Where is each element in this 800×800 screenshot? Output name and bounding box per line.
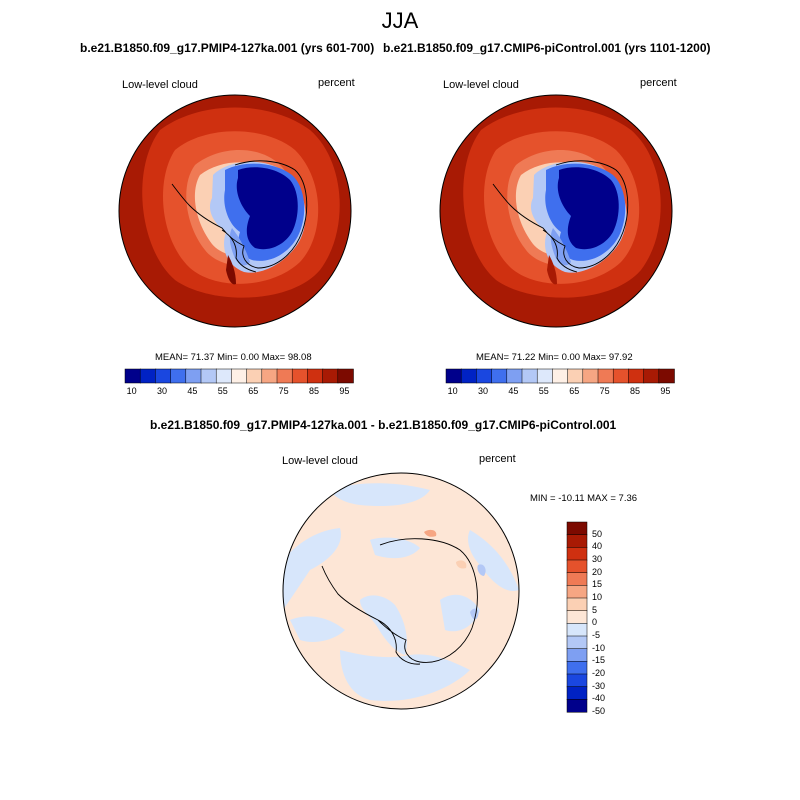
panel1-colorbar: [124, 368, 354, 384]
difference-colorbar-tick-label: -50: [592, 706, 606, 716]
difference-min-value: -10.11: [558, 493, 585, 504]
panel1-colorbar-tick-label: 10: [126, 386, 137, 396]
panel2-colorbar-tick-label: 10: [447, 386, 458, 396]
difference-variable-label: Low-level cloud: [282, 455, 358, 467]
panel2-map-fill: [440, 95, 672, 327]
difference-colorbar-tick-label: -15: [592, 655, 606, 666]
panel2-colorbar-tick-label: 85: [630, 386, 641, 396]
panel1-colorbar-box: [337, 368, 354, 384]
panel1-variable-label: Low-level cloud: [122, 79, 198, 91]
difference-stats: MIN = -10.11 MAX = 7.36: [530, 493, 637, 504]
difference-units-label: percent: [479, 453, 516, 465]
difference-colorbar-tick-label: 0: [592, 617, 598, 628]
panel2-colorbar: [445, 368, 675, 384]
difference-colorbar-box: [566, 648, 588, 662]
panel1-stats: MEAN= 71.37 Min= 0.00 Max= 98.08: [155, 352, 312, 363]
difference-colorbar-tick-label: 30: [592, 554, 603, 564]
difference-colorbar-tick-label: 40: [592, 541, 603, 552]
panel1-colorbar-tick-label: 45: [187, 386, 198, 396]
panel2-title: b.e21.B1850.f09_g17.CMIP6-piControl.001 …: [383, 41, 711, 55]
season-title: JJA: [381, 8, 419, 33]
panel2-units-label: percent: [640, 77, 677, 89]
panel1-min-label: Min=: [217, 352, 238, 363]
panel2-mean-value: 71.22: [511, 352, 536, 363]
panel2-colorbar-tick-label: 45: [508, 386, 519, 396]
difference-colorbar-tick-label: 15: [592, 579, 603, 590]
panel1-colorbar-tick-label: 75: [278, 386, 289, 396]
panel1-coastline: [171, 160, 308, 273]
difference-colorbar: [566, 521, 588, 713]
difference-colorbar-box: [566, 597, 588, 612]
difference-colorbar-box: [566, 572, 588, 586]
difference-colorbar-box: [566, 585, 588, 599]
panel1-mean-label: MEAN=: [155, 352, 188, 363]
panel2-colorbar-tick-label: 65: [569, 386, 580, 396]
difference-colorbar-box: [566, 673, 588, 688]
panel2-min-value: 0.00: [561, 352, 581, 363]
difference-colorbar-box: [566, 686, 588, 700]
difference-colorbar-box: [566, 661, 588, 675]
difference-colorbar-tick-label: 20: [592, 566, 603, 577]
difference-colorbar-box: [566, 635, 588, 650]
panel2-max-label: Max=: [582, 352, 607, 363]
difference-colorbar-tick-label: -40: [592, 693, 606, 704]
panel2-colorbar-tick-label: 95: [660, 386, 671, 396]
difference-colorbar-tick-label: -5: [592, 630, 601, 640]
difference-colorbar-tick-label: -20: [592, 668, 606, 678]
difference-colorbar-box: [566, 547, 588, 561]
panel1-mean-value: 71.37: [190, 352, 215, 363]
panel1-colorbar-tick-label: 85: [309, 386, 320, 396]
difference-colorbar-tick-label: 5: [592, 604, 598, 615]
difference-colorbar-tick-label: 10: [592, 592, 603, 602]
panel1-colorbar-tick-label: 55: [217, 386, 228, 396]
difference-colorbar-tick-label: 50: [592, 528, 603, 539]
difference-min-label: MIN =: [530, 493, 556, 504]
panel2-coastline: [492, 160, 629, 273]
panel2-mean-label: MEAN=: [476, 352, 509, 363]
difference-title: b.e21.B1850.f09_g17.PMIP4-127ka.001 - b.…: [150, 418, 617, 432]
panel1-colorbar-tick-label: 30: [157, 386, 168, 396]
panel1-min-value: 0.00: [240, 352, 260, 363]
difference-colorbar-box: [566, 559, 588, 574]
panel2-max-value: 97.92: [608, 352, 633, 363]
difference-max-label: MAX =: [587, 493, 616, 504]
panel1-units-label: percent: [318, 77, 355, 89]
panel1-map-fill: [119, 95, 351, 327]
panel1-max-label: Max=: [261, 352, 286, 363]
difference-colorbar-box: [566, 521, 588, 536]
difference-max-value: 7.36: [618, 493, 638, 504]
difference-colorbar-box: [566, 699, 588, 713]
panel1-max-value: 98.08: [287, 352, 312, 363]
panel2-variable-label: Low-level cloud: [443, 79, 519, 91]
difference-colorbar-tick-label: -10: [592, 642, 606, 653]
difference-map-fill: [283, 473, 519, 709]
panel2-colorbar-tick-label: 30: [478, 386, 489, 396]
panel1-colorbar-tick-label: 65: [248, 386, 259, 396]
panel2-colorbar-box: [658, 368, 675, 384]
panel1-colorbar-tick-label: 95: [339, 386, 350, 396]
panel2-colorbar-tick-label: 55: [538, 386, 549, 396]
panel2-min-label: Min=: [538, 352, 559, 363]
panel2-stats: MEAN= 71.22 Min= 0.00 Max= 97.92: [476, 352, 633, 363]
difference-colorbar-box: [566, 623, 588, 637]
difference-colorbar-box: [566, 534, 588, 548]
difference-colorbar-box: [566, 610, 588, 624]
panel2-colorbar-tick-label: 75: [599, 386, 610, 396]
panel1-title: b.e21.B1850.f09_g17.PMIP4-127ka.001 (yrs…: [80, 41, 375, 55]
difference-colorbar-tick-label: -30: [592, 680, 606, 691]
difference-coastline: [321, 538, 478, 665]
